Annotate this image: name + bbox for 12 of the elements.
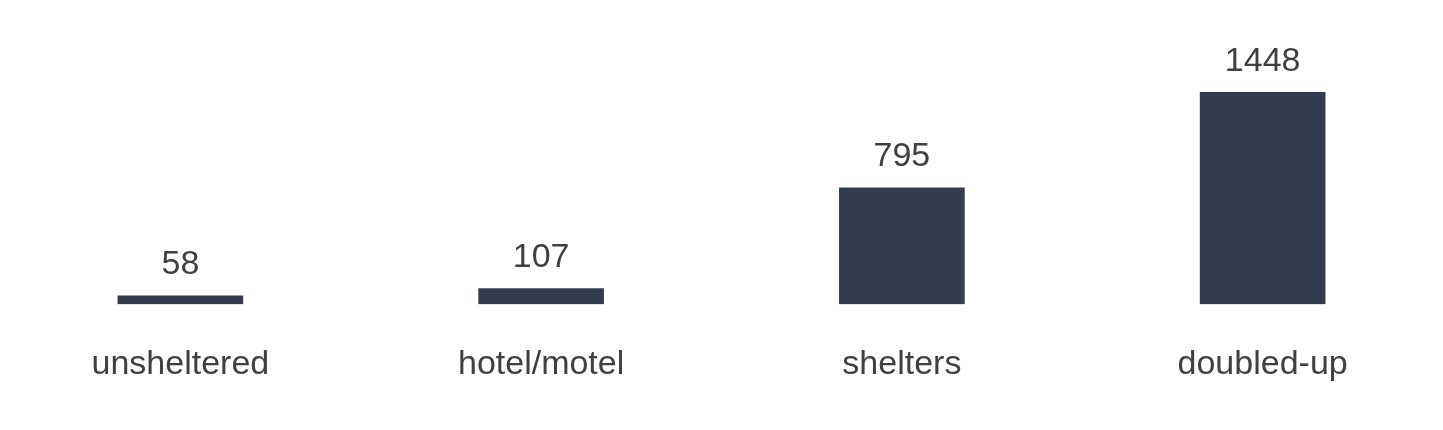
x-tick-label: shelters	[842, 342, 962, 381]
bar	[839, 187, 965, 305]
x-tick-label: doubled-up	[1177, 342, 1348, 381]
data-label: 58	[161, 243, 200, 282]
x-tick-label: hotel/motel	[457, 342, 625, 381]
bar	[1199, 91, 1326, 305]
data-label: 795	[873, 135, 931, 174]
x-tick-label: unsheltered	[91, 342, 270, 381]
bar	[478, 288, 604, 305]
bar	[117, 295, 244, 305]
data-label: 1448	[1224, 39, 1301, 78]
data-label: 107	[512, 235, 570, 274]
